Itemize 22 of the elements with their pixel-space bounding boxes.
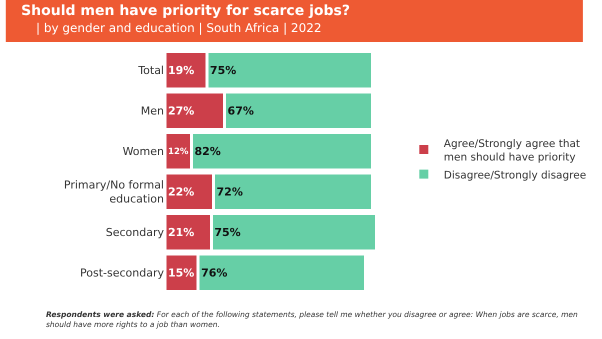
data-label: 75% — [214, 226, 241, 239]
legend-label: Agree/Strongly agree that men should have priority — [444, 138, 580, 164]
data-label: 19% — [168, 64, 194, 77]
y-tick-label: Secondary — [106, 226, 164, 240]
data-label: 12% — [168, 146, 189, 157]
chart-subtitle: | by gender and education | South Africa | 2022 — [36, 21, 322, 35]
chart-title: Should men have priority for scarce jobs? — [21, 2, 350, 19]
y-tick-label: Primary/No formal education — [64, 178, 164, 206]
data-label: 22% — [168, 185, 194, 198]
y-tick-label: Men — [140, 104, 164, 118]
legend-label: Disagree/Strongly disagree — [444, 169, 586, 182]
y-tick-label: Post-secondary — [80, 266, 164, 280]
y-tick-label: Women — [122, 145, 164, 158]
data-label: 67% — [228, 104, 254, 118]
data-label: 27% — [168, 104, 194, 118]
data-label: 75% — [210, 64, 236, 77]
data-label: 21% — [168, 226, 194, 239]
data-label: 15% — [168, 266, 194, 280]
y-tick-label: Total — [137, 64, 164, 78]
data-label: 76% — [201, 266, 228, 280]
data-label: 72% — [216, 185, 243, 198]
data-label: 82% — [194, 144, 221, 158]
